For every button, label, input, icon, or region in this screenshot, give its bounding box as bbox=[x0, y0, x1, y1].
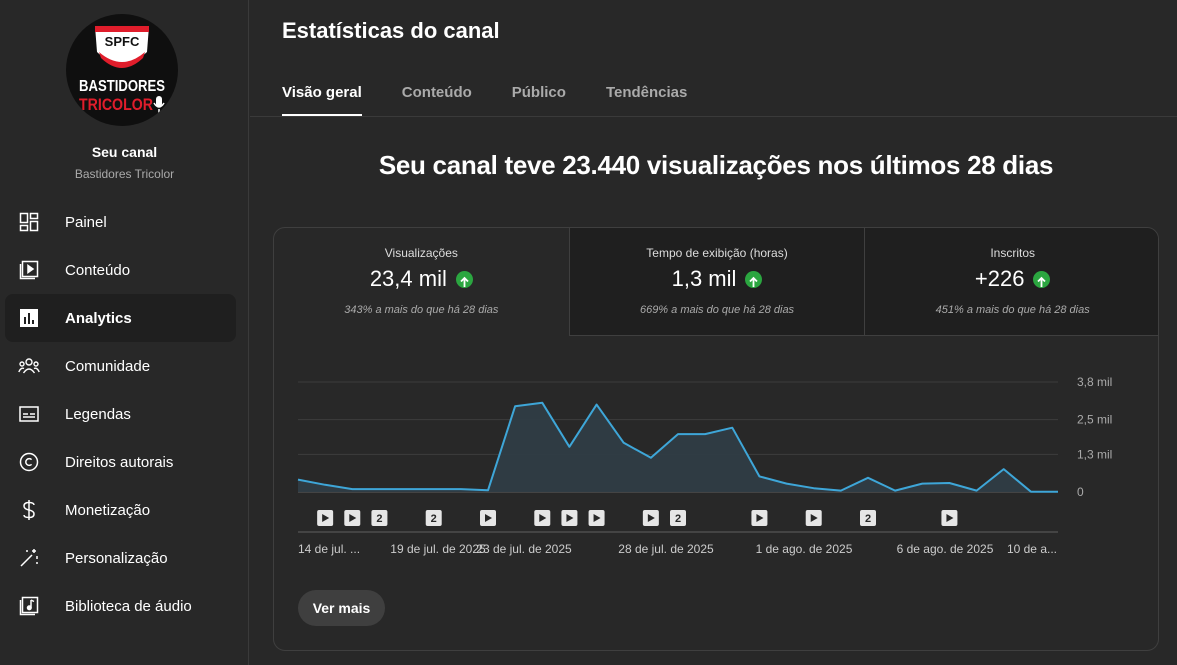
views-chart: 3,8 mil 2,5 mil 1,3 mil 0 2 2 2 2 14 de jul. ...… bbox=[297, 375, 1112, 556]
play-icon bbox=[810, 514, 818, 522]
metric-label: Visualizações bbox=[384, 246, 458, 260]
overview-card: Visualizações 23,4 mil 343% a mais do qu… bbox=[273, 227, 1159, 651]
sidebar-item-label: Personalização bbox=[65, 549, 168, 567]
x-tick-label: 1 de ago. de 2025 bbox=[756, 542, 853, 556]
views-line bbox=[297, 401, 1058, 493]
tab-tendencias[interactable]: Tendências bbox=[605, 84, 688, 101]
sidebar-item-legendas[interactable]: Legendas bbox=[5, 390, 236, 438]
y-tick-label: 0 bbox=[1077, 485, 1084, 499]
content-icon bbox=[18, 259, 40, 281]
x-tick-label: 23 de jul. de 2025 bbox=[476, 542, 572, 556]
metric-value: +226 bbox=[974, 266, 1025, 291]
sidebar-item-label: Comunidade bbox=[65, 357, 151, 375]
dashboard-icon bbox=[18, 211, 40, 233]
sidebar-item-label: Analytics bbox=[65, 309, 132, 327]
play-icon bbox=[566, 514, 574, 522]
sidebar-item-direitos-autorais[interactable]: Direitos autorais bbox=[5, 438, 236, 486]
sidebar-item-label: Direitos autorais bbox=[65, 453, 174, 471]
metric-label: Tempo de exibição (horas) bbox=[646, 246, 788, 260]
metric-views[interactable]: Visualizações 23,4 mil 343% a mais do qu… bbox=[274, 228, 569, 336]
community-icon bbox=[18, 355, 40, 377]
metric-value-row: +226 bbox=[865, 266, 1158, 292]
video-count-marker bbox=[425, 510, 442, 526]
sidebar-item-label: Conteúdo bbox=[65, 261, 131, 279]
channel-name: Bastidores Tricolor bbox=[74, 167, 175, 181]
play-icon bbox=[593, 514, 601, 522]
page-title: Estatísticas do canal bbox=[282, 18, 500, 43]
metric-value-row: 23,4 mil bbox=[274, 266, 569, 292]
metric-subscribers[interactable]: Inscritos +226 451% a mais do que há 28 … bbox=[864, 228, 1158, 336]
play-icon bbox=[485, 514, 492, 522]
play-icon bbox=[946, 514, 954, 522]
logo-line2: TRICOLOR bbox=[79, 95, 153, 114]
play-icon bbox=[349, 514, 357, 522]
sidebar-item-label: Painel bbox=[65, 213, 107, 231]
y-tick-label: 1,3 mil bbox=[1077, 447, 1112, 461]
dollar-icon bbox=[18, 499, 40, 521]
tab-visao-geral[interactable]: Visão geral bbox=[282, 70, 362, 116]
video-count: 2 bbox=[675, 513, 681, 525]
analytics-icon bbox=[18, 307, 40, 329]
play-icon bbox=[322, 514, 330, 522]
trend-up-icon bbox=[455, 270, 473, 288]
see-more-button[interactable]: Ver mais bbox=[298, 590, 385, 626]
metric-value-row: 1,3 mil bbox=[570, 266, 865, 292]
video-count: 2 bbox=[431, 513, 437, 525]
video-count: 2 bbox=[865, 513, 871, 525]
metric-note: 451% a mais do que há 28 dias bbox=[935, 304, 1090, 316]
sidebar: SPFC BASTIDORES TRICOLOR Seu canal Basti… bbox=[0, 0, 249, 665]
sidebar-nav: Painel Conteúdo Analytics Comunidade bbox=[5, 198, 236, 630]
sidebar-item-conteudo[interactable]: Conteúdo bbox=[5, 246, 236, 294]
y-tick-label: 2,5 mil bbox=[1077, 413, 1112, 427]
tab-publico[interactable]: Público bbox=[511, 84, 566, 101]
x-tick-label: 10 de a... bbox=[1007, 542, 1057, 556]
logo-line1: BASTIDORES bbox=[79, 78, 165, 95]
sidebar-item-personalizacao[interactable]: Personalização bbox=[5, 534, 236, 582]
sidebar-item-label: Biblioteca de áudio bbox=[65, 597, 192, 615]
y-tick-label: 3,8 mil bbox=[1077, 375, 1112, 389]
metric-tabs: Visualizações 23,4 mil 343% a mais do qu… bbox=[274, 228, 1158, 336]
video-count-marker bbox=[860, 510, 876, 526]
sidebar-item-analytics[interactable]: Analytics bbox=[5, 294, 236, 342]
sidebar-item-monetizacao[interactable]: Monetização bbox=[5, 486, 236, 534]
metric-note: 669% a mais do que há 28 dias bbox=[639, 304, 795, 316]
logo-top-text: SPFC bbox=[105, 34, 140, 49]
metric-watch-time[interactable]: Tempo de exibição (horas) 1,3 mil 669% a… bbox=[568, 228, 865, 336]
tab-bar: Visão geral Conteúdo Público Tendências bbox=[282, 70, 727, 116]
x-tick-label: 14 de jul. ... bbox=[298, 542, 360, 556]
metric-label: Inscritos bbox=[990, 246, 1036, 260]
x-tick-label: 6 de ago. de 2025 bbox=[897, 542, 994, 556]
x-tick-label: 28 de jul. de 2025 bbox=[618, 542, 714, 556]
tab-conteudo[interactable]: Conteúdo bbox=[401, 84, 472, 101]
subtitles-icon bbox=[18, 403, 40, 425]
sidebar-item-biblioteca-de-audio[interactable]: Biblioteca de áudio bbox=[5, 582, 236, 630]
metric-value: 23,4 mil bbox=[369, 266, 447, 291]
tabs-divider bbox=[250, 116, 1177, 117]
play-icon bbox=[756, 514, 764, 522]
views-area bbox=[298, 402, 1058, 492]
sidebar-item-painel[interactable]: Painel bbox=[5, 198, 236, 246]
metric-value: 1,3 mil bbox=[671, 266, 737, 291]
headline: Seu canal teve 23.440 visualizações nos … bbox=[378, 150, 1054, 180]
channel-title: Seu canal bbox=[91, 144, 158, 160]
sidebar-item-comunidade[interactable]: Comunidade bbox=[5, 342, 236, 390]
main-content: Estatísticas do canal Visão geral Conteú… bbox=[250, 0, 1177, 665]
video-count-marker bbox=[371, 510, 388, 526]
video-count: 2 bbox=[376, 513, 382, 525]
trend-up-icon bbox=[745, 270, 763, 288]
metric-note: 343% a mais do que há 28 dias bbox=[344, 304, 499, 316]
magic-wand-icon bbox=[18, 547, 40, 569]
play-icon bbox=[647, 514, 655, 522]
sidebar-item-label: Legendas bbox=[65, 405, 131, 423]
sidebar-item-label: Monetização bbox=[65, 501, 151, 519]
trend-up-icon bbox=[1033, 270, 1051, 288]
x-tick-label: 19 de jul. de 2025 bbox=[390, 542, 486, 556]
audio-library-icon bbox=[18, 595, 40, 617]
video-count-marker bbox=[670, 510, 686, 526]
copyright-icon bbox=[18, 451, 40, 473]
channel-avatar[interactable]: SPFC BASTIDORES TRICOLOR bbox=[66, 14, 178, 126]
play-icon bbox=[539, 514, 547, 522]
